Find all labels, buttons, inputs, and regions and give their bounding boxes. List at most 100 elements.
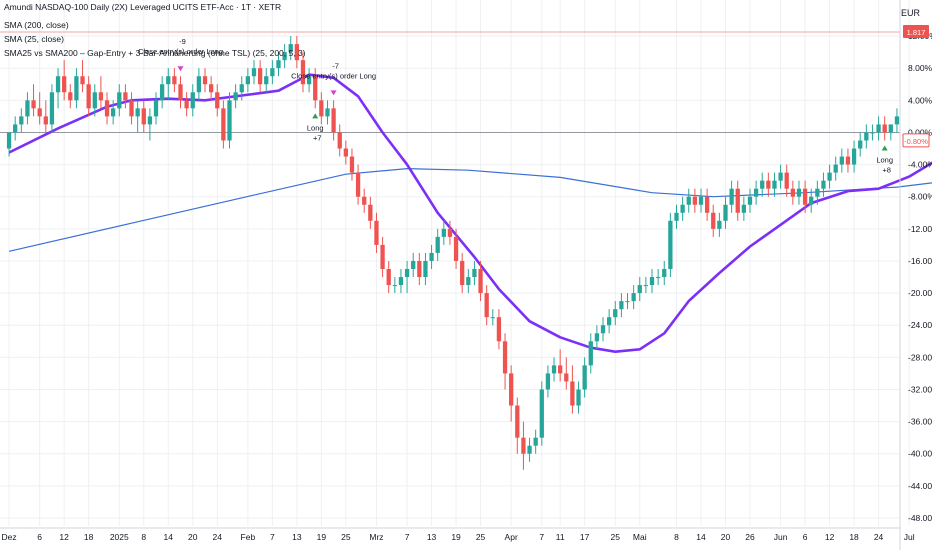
candle bbox=[123, 84, 128, 109]
candle bbox=[215, 84, 220, 117]
candle bbox=[509, 365, 514, 422]
y-tick-label: -48.00% bbox=[908, 513, 932, 523]
candle bbox=[882, 116, 887, 141]
candle-body bbox=[827, 172, 832, 181]
x-tick-label: 13 bbox=[427, 532, 437, 542]
candle-body bbox=[233, 92, 238, 101]
candle-body bbox=[539, 389, 544, 438]
x-tick-label: 7 bbox=[270, 532, 275, 542]
candle bbox=[558, 349, 563, 382]
candle bbox=[655, 269, 661, 286]
candle bbox=[570, 365, 575, 414]
candle bbox=[551, 357, 557, 382]
candle bbox=[686, 188, 691, 213]
legend-strategy[interactable]: SMA25 vs SMA200 – Gap-Entry + 3-Bar-Annä… bbox=[4, 48, 306, 58]
candle-body bbox=[104, 100, 110, 117]
candle bbox=[460, 252, 465, 294]
candle-body bbox=[270, 68, 275, 77]
candle bbox=[502, 333, 508, 390]
candle bbox=[613, 301, 618, 326]
candle bbox=[680, 196, 685, 221]
candle-body bbox=[227, 100, 232, 141]
candle bbox=[796, 180, 802, 205]
candle-body bbox=[245, 76, 251, 85]
candle bbox=[417, 252, 422, 286]
candle-body bbox=[92, 92, 97, 109]
candle-body bbox=[888, 124, 893, 133]
candle bbox=[845, 148, 851, 173]
candle-body bbox=[460, 260, 465, 286]
time-axis[interactable]: Dez 6 12 18 2025 8 14 20 24 Feb 7 13 19 25 Mrz 7 13 19 25 A… bbox=[0, 527, 932, 542]
candle bbox=[576, 381, 581, 414]
price-axis[interactable]: 12.00%8.00%4.00%0.00%-4.00%-8.00%-12.00%… bbox=[899, 0, 932, 550]
candle bbox=[98, 76, 104, 109]
candlesticks bbox=[6, 36, 900, 470]
candle bbox=[784, 164, 789, 197]
candle-body bbox=[135, 108, 140, 117]
candle-body bbox=[196, 76, 202, 93]
candle-body bbox=[300, 60, 306, 85]
x-tick-label: 7 bbox=[405, 532, 410, 542]
currency-label[interactable]: EUR bbox=[900, 8, 920, 18]
candle-body bbox=[625, 301, 630, 303]
candle-body bbox=[551, 365, 557, 374]
candle-body bbox=[374, 220, 379, 245]
candle bbox=[778, 164, 783, 189]
candle bbox=[147, 108, 153, 141]
candle-body bbox=[55, 76, 61, 93]
candle bbox=[343, 140, 348, 165]
legend-sma25[interactable]: SMA (25, close) bbox=[4, 34, 64, 44]
x-tick-label: 6 bbox=[803, 532, 808, 542]
candle bbox=[6, 132, 12, 157]
candle bbox=[441, 220, 446, 245]
candle bbox=[208, 76, 214, 101]
candle-body bbox=[331, 108, 336, 133]
signal-exit: Close entry(s) order Long-9 bbox=[138, 37, 223, 72]
y-tick-label: 0.00% bbox=[908, 127, 932, 137]
candle bbox=[398, 269, 404, 294]
candle bbox=[104, 92, 110, 125]
x-tick-label: Feb bbox=[241, 532, 256, 542]
candle-body bbox=[662, 269, 667, 278]
candle bbox=[86, 76, 91, 117]
candle-body bbox=[31, 100, 36, 109]
candle bbox=[839, 148, 844, 173]
candle-body bbox=[43, 116, 48, 125]
candle-body bbox=[98, 92, 104, 101]
x-tick-label: Apr bbox=[505, 532, 518, 542]
candle bbox=[184, 92, 189, 117]
candle-body bbox=[594, 333, 600, 342]
candle bbox=[802, 180, 808, 213]
x-tick-label: 26 bbox=[745, 532, 755, 542]
candle-body bbox=[876, 124, 881, 133]
signal-exit: Close entry(s) order Long-7 bbox=[291, 61, 376, 96]
candle bbox=[92, 84, 97, 117]
candle bbox=[135, 100, 140, 133]
candle-body bbox=[570, 381, 575, 406]
buy-arrow bbox=[312, 113, 319, 119]
candle-body bbox=[25, 100, 30, 117]
signal-entry: Long+7 bbox=[307, 113, 324, 142]
candle-body bbox=[796, 188, 802, 197]
candle-body bbox=[772, 180, 777, 189]
candle bbox=[355, 164, 361, 205]
candle bbox=[496, 309, 502, 350]
candle-body bbox=[215, 92, 220, 109]
x-tick-label: 11 bbox=[556, 532, 565, 542]
candle bbox=[117, 84, 122, 117]
candle-body bbox=[123, 92, 128, 101]
y-tick-label: -20.00% bbox=[908, 288, 932, 298]
candle-body bbox=[411, 260, 416, 269]
candle bbox=[49, 84, 55, 133]
legend-sma200[interactable]: SMA (200, close) bbox=[4, 20, 69, 30]
candle bbox=[521, 421, 526, 470]
candle bbox=[313, 68, 318, 109]
symbol-title[interactable]: Amundi NASDAQ-100 Daily (2X) Leveraged U… bbox=[4, 2, 282, 12]
candle bbox=[429, 244, 434, 269]
candle bbox=[55, 68, 61, 109]
candle bbox=[747, 188, 753, 213]
candle-body bbox=[680, 204, 685, 213]
candle-body bbox=[870, 132, 875, 134]
y-tick-label: -40.00% bbox=[908, 449, 932, 459]
